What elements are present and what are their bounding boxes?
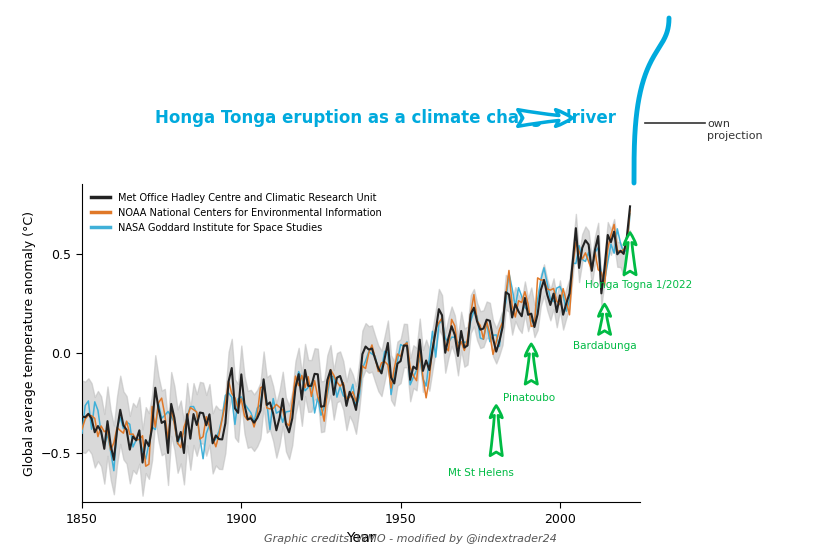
NOAA National Centers for Environmental Information	[344, 394, 354, 401]
NASA Goddard Institute for Space Studies	[624, 210, 634, 217]
NASA Goddard Institute for Space Studies	[109, 468, 119, 474]
Met Office Hadley Centre and Climatic Research Unit	[497, 324, 507, 330]
NASA Goddard Institute for Space Studies	[344, 392, 354, 398]
NOAA National Centers for Environmental Information	[281, 419, 291, 426]
Text: Graphic credits: WMO - modified by @indextrader24: Graphic credits: WMO - modified by @inde…	[263, 534, 556, 544]
NASA Goddard Institute for Space Studies	[567, 259, 577, 266]
NOAA National Centers for Environmental Information	[624, 206, 634, 213]
Text: own
projection: own projection	[706, 119, 762, 141]
Met Office Hadley Centre and Climatic Research Unit	[281, 421, 291, 428]
Met Office Hadley Centre and Climatic Research Unit	[344, 388, 354, 395]
Line: NOAA National Centers for Environmental Information: NOAA National Centers for Environmental …	[82, 210, 629, 466]
NOAA National Centers for Environmental Information	[141, 463, 151, 470]
Met Office Hadley Centre and Climatic Research Unit	[379, 355, 389, 362]
NASA Goddard Institute for Space Studies	[77, 430, 87, 436]
NOAA National Centers for Environmental Information	[478, 336, 488, 343]
NOAA National Centers for Environmental Information	[497, 319, 507, 325]
Y-axis label: Global average temperature anomaly (°C): Global average temperature anomaly (°C)	[22, 211, 35, 475]
Text: Bardabunga: Bardabunga	[572, 341, 636, 351]
Text: Mt St Helens: Mt St Helens	[448, 468, 514, 478]
Met Office Hadley Centre and Climatic Research Unit	[77, 413, 87, 420]
Legend: Met Office Hadley Centre and Climatic Research Unit, NOAA National Centers for E: Met Office Hadley Centre and Climatic Re…	[87, 189, 385, 237]
NASA Goddard Institute for Space Studies	[281, 408, 291, 415]
NOAA National Centers for Environmental Information	[379, 358, 389, 365]
Met Office Hadley Centre and Climatic Research Unit	[624, 203, 634, 210]
NASA Goddard Institute for Space Studies	[379, 348, 389, 355]
Text: Honga Togna 1/2022: Honga Togna 1/2022	[585, 280, 692, 290]
Line: NASA Goddard Institute for Space Studies: NASA Goddard Institute for Space Studies	[82, 214, 629, 471]
NASA Goddard Institute for Space Studies	[478, 336, 488, 343]
Met Office Hadley Centre and Climatic Research Unit	[478, 325, 488, 332]
Met Office Hadley Centre and Climatic Research Unit	[138, 459, 147, 466]
NOAA National Centers for Environmental Information	[77, 426, 87, 432]
X-axis label: Year: Year	[346, 531, 375, 545]
NOAA National Centers for Environmental Information	[567, 263, 577, 270]
Line: Met Office Hadley Centre and Climatic Research Unit: Met Office Hadley Centre and Climatic Re…	[82, 206, 629, 463]
Met Office Hadley Centre and Climatic Research Unit	[567, 259, 577, 266]
Text: Pinatoubo: Pinatoubo	[502, 393, 554, 403]
Text: Honga Tonga eruption as a climate change driver: Honga Tonga eruption as a climate change…	[155, 109, 615, 127]
NASA Goddard Institute for Space Studies	[497, 314, 507, 321]
